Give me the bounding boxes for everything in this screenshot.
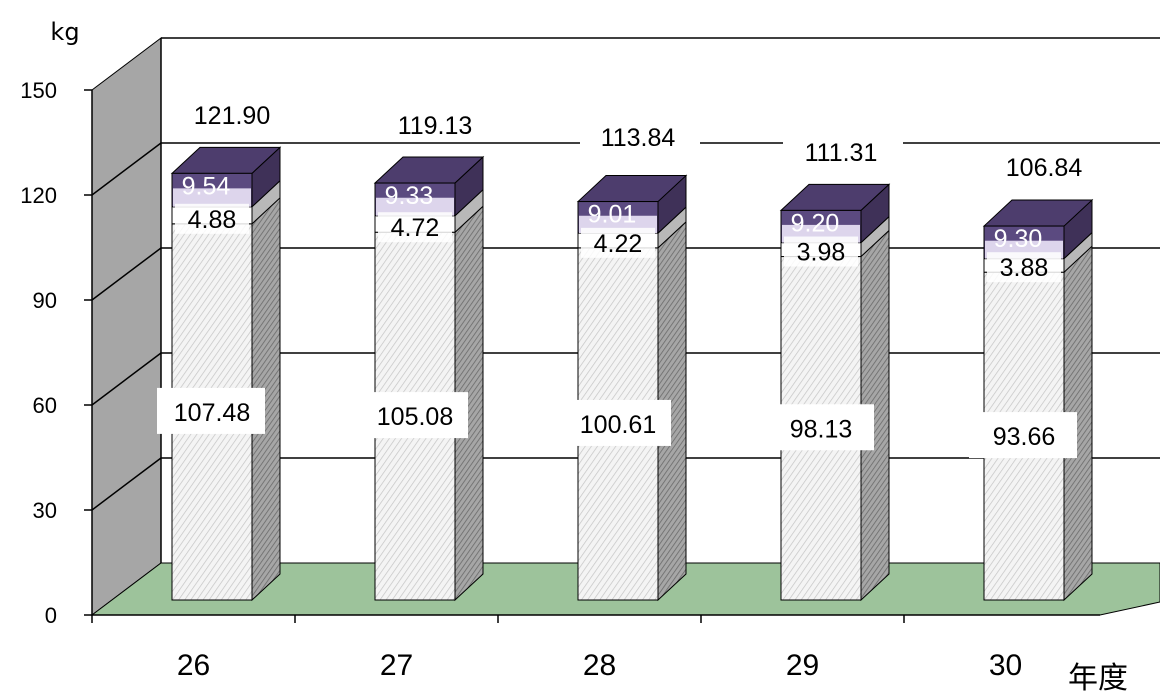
x-tick-label: 26 xyxy=(177,649,210,682)
data-label-segment-2: 4.72 xyxy=(391,214,440,242)
x-tick-label: 27 xyxy=(380,649,413,682)
y-tick-label: 150 xyxy=(20,78,57,103)
y-tick-label: 30 xyxy=(33,498,57,523)
data-label-segment-3: 9.33 xyxy=(385,182,434,210)
data-label-segment-2: 4.88 xyxy=(188,206,237,234)
y-tick-label: 60 xyxy=(33,393,57,418)
data-label-segment-1: 93.66 xyxy=(993,423,1056,451)
data-label-total: 106.84 xyxy=(1006,154,1083,182)
data-label-total: 113.84 xyxy=(601,124,676,152)
data-label-segment-3: 9.30 xyxy=(994,225,1043,253)
y-tick-label: 120 xyxy=(20,183,57,208)
data-label-total: 121.90 xyxy=(194,102,270,130)
data-label-total: 119.13 xyxy=(398,112,473,140)
data-label-segment-3: 9.54 xyxy=(182,172,231,200)
data-label-total: 111.31 xyxy=(805,139,878,167)
data-label-segment-1: 100.61 xyxy=(580,411,656,439)
side-wall xyxy=(92,38,161,615)
data-label-segment-3: 9.20 xyxy=(791,209,840,237)
x-tick-label: 28 xyxy=(583,649,616,682)
data-label-segment-2: 4.22 xyxy=(594,230,643,258)
y-axis-unit: kg xyxy=(50,18,79,46)
data-label-segment-1: 98.13 xyxy=(790,415,853,443)
data-label-segment-3: 9.01 xyxy=(588,201,637,229)
x-axis-title: 年度 xyxy=(1068,662,1128,695)
data-label-segment-1: 107.48 xyxy=(174,399,250,427)
y-tick-label: 90 xyxy=(33,288,57,313)
data-label-segment-2: 3.88 xyxy=(1000,254,1049,282)
x-tick-label: 29 xyxy=(786,649,819,682)
y-tick-label: 0 xyxy=(45,603,57,628)
data-label-segment-2: 3.98 xyxy=(797,239,846,267)
x-tick-label: 30 xyxy=(989,649,1022,682)
data-label-segment-1: 105.08 xyxy=(377,403,453,431)
